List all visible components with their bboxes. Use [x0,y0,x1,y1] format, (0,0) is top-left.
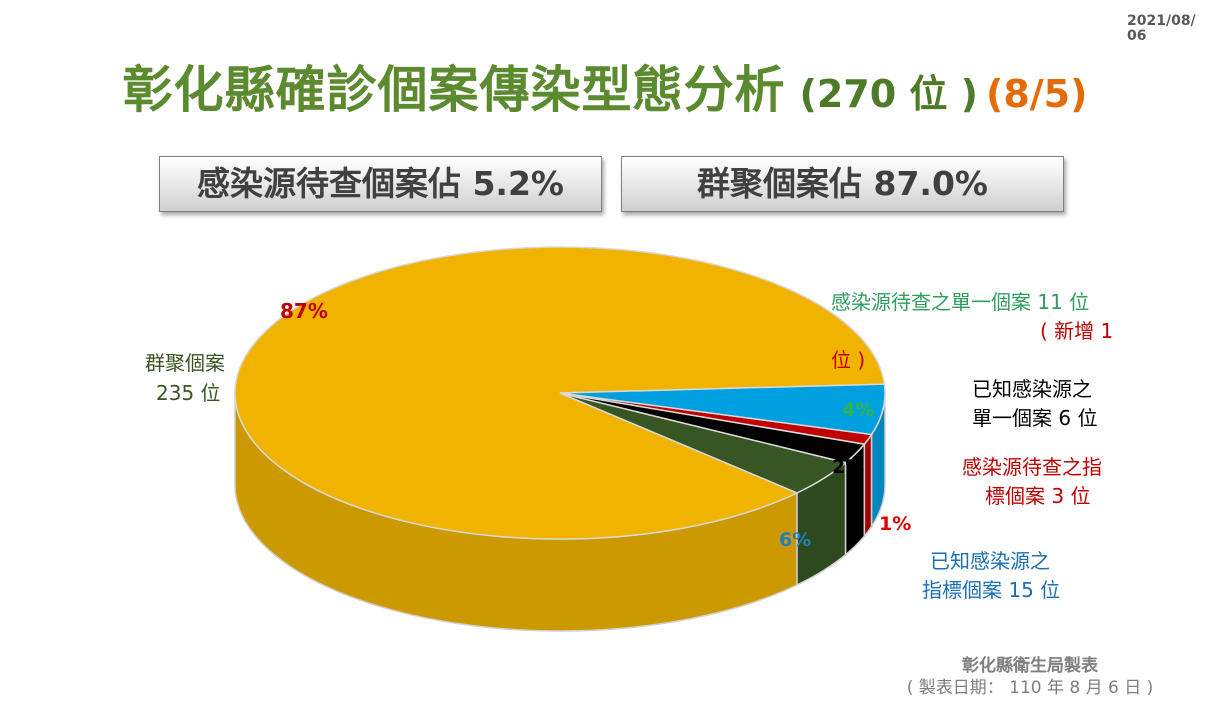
label-cluster-count: 235 位 [156,381,221,405]
slide-date: 2021/08/06 [1127,13,1196,44]
label-known-index-1: 已知感染源之 [930,549,1050,573]
pie-slice-cluster [234,246,886,540]
pct-label-known-index: 6% [779,529,811,551]
title-main: 彰化縣確診個案傳染型態分析 [122,61,786,119]
label-known-single-2: 單一個案 6 位 [972,406,1097,430]
slide-title: 彰化縣確診個案傳染型態分析 (270 位 ) (8/5) [0,50,1210,122]
label-pending-index-2: 標個案 3 位 [985,484,1090,508]
label-pending-single-1: 感染源待查之單一個案 11 位 [831,290,1089,314]
label-known-single-1: 已知感染源之 [972,377,1092,401]
pie-top [234,246,886,540]
title-date: (8/5) [986,72,1088,116]
credit: 彰化縣衛生局製表 ( 製表日期： 110 年 8 月 6 日 ) [900,655,1160,699]
label-pending-index-1: 感染源待查之指 [962,455,1102,479]
title-count: (270 位 ) [799,72,978,116]
credit-date: ( 製表日期： 110 年 8 月 6 日 ) [906,678,1154,698]
pie-side-pending-index [863,431,873,539]
pct-label-pending-single: 4% [842,399,874,421]
pct-label-pending-index: 1% [879,513,911,535]
label-known-index-2: 指標個案 15 位 [922,578,1060,602]
label-pending-single-2: ( 新增 1 [1040,319,1113,343]
pie-slice-known-index [559,383,886,436]
label-pending-single-3: 位 ) [831,348,865,372]
pending-source-summary: 感染源待查個案佔 5.2% [159,156,602,212]
pct-label-cluster: 87% [280,299,328,323]
credit-maker: 彰化縣衛生局製表 [962,656,1098,676]
pct-label-known-single: 2% [832,456,864,478]
cluster-summary: 群聚個案佔 87.0% [621,156,1064,212]
label-cluster-name: 群聚個案 [145,351,225,375]
